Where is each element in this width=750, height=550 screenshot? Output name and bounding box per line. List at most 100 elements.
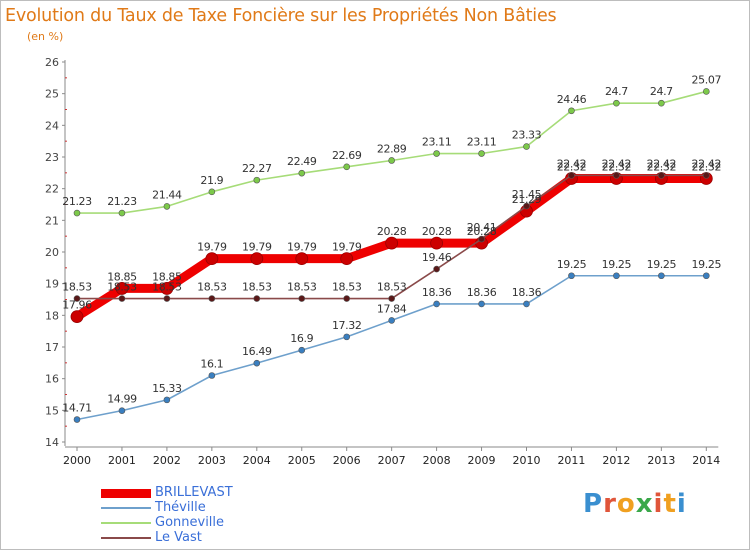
logo-letter: P bbox=[583, 489, 604, 519]
data-point-le-vast bbox=[702, 172, 710, 179]
data-point-brillevast bbox=[70, 310, 84, 324]
y-tick-label: 25 bbox=[45, 88, 59, 101]
data-point-le-vast bbox=[73, 295, 81, 302]
data-label-th-ville: 15.33 bbox=[152, 382, 182, 395]
y-tick-label: 14 bbox=[45, 436, 59, 449]
data-label-brillevast: 20.28 bbox=[467, 225, 497, 238]
data-point-gonneville bbox=[568, 107, 575, 115]
data-label-le-vast: 22.42 bbox=[557, 157, 587, 170]
data-label-brillevast: 21.29 bbox=[512, 193, 542, 206]
data-label-le-vast: 18.53 bbox=[377, 281, 407, 294]
data-label-th-ville: 16.49 bbox=[242, 345, 272, 358]
data-label-brillevast: 20.28 bbox=[377, 225, 407, 238]
y-tick-label: 15 bbox=[45, 404, 59, 417]
x-tick-label: 2008 bbox=[423, 454, 451, 467]
legend-swatch-le-vast bbox=[101, 537, 151, 539]
data-label-le-vast: 18.53 bbox=[62, 281, 92, 294]
x-tick-label: 2000 bbox=[63, 454, 91, 467]
x-tick-label: 2004 bbox=[243, 454, 271, 467]
data-point-gonneville bbox=[343, 163, 351, 171]
data-label-gonneville: 21.23 bbox=[107, 195, 137, 208]
data-point-le-vast bbox=[343, 295, 351, 302]
data-label-brillevast: 18.85 bbox=[107, 270, 137, 283]
y-tick-label: 23 bbox=[45, 151, 59, 164]
data-point-le-vast bbox=[118, 295, 126, 302]
data-point-brillevast bbox=[430, 236, 444, 250]
data-label-brillevast: 19.79 bbox=[332, 241, 362, 254]
logo-letter: t bbox=[663, 489, 677, 519]
x-tick-label: 2009 bbox=[468, 454, 496, 467]
data-point-brillevast bbox=[250, 252, 264, 266]
data-label-brillevast: 22.32 bbox=[602, 161, 632, 174]
logo-letter: x bbox=[635, 489, 654, 519]
y-tick-label: 22 bbox=[45, 183, 59, 196]
data-label-brillevast: 17.96 bbox=[62, 299, 92, 312]
data-point-le-vast bbox=[433, 265, 440, 273]
data-label-th-ville: 14.99 bbox=[107, 393, 137, 406]
data-point-brillevast bbox=[295, 252, 309, 266]
data-label-gonneville: 23.33 bbox=[512, 129, 542, 142]
data-point-th-ville bbox=[478, 300, 485, 308]
data-point-th-ville bbox=[523, 300, 530, 308]
y-tick-label: 20 bbox=[45, 246, 59, 259]
data-point-brillevast bbox=[205, 252, 219, 266]
y-tick-label: 18 bbox=[45, 309, 59, 322]
data-label-brillevast: 22.32 bbox=[692, 161, 722, 174]
y-tick-label: 21 bbox=[45, 214, 59, 227]
data-label-brillevast: 20.28 bbox=[422, 225, 452, 238]
legend-label-gonneville: Gonneville bbox=[155, 515, 225, 530]
data-label-le-vast: 18.53 bbox=[152, 281, 182, 294]
data-label-gonneville: 24.46 bbox=[557, 93, 587, 106]
data-label-gonneville: 22.49 bbox=[287, 155, 317, 168]
data-point-gonneville bbox=[163, 203, 171, 210]
y-tick-label: 17 bbox=[45, 341, 59, 354]
data-point-gonneville bbox=[73, 209, 81, 217]
data-point-th-ville bbox=[433, 300, 440, 308]
proxiti-logo: Proxiti bbox=[583, 489, 687, 519]
data-label-th-ville: 19.25 bbox=[602, 258, 632, 271]
legend-swatch-gonneville bbox=[101, 522, 151, 524]
data-label-le-vast: 20.41 bbox=[467, 221, 497, 234]
data-point-brillevast bbox=[385, 236, 399, 250]
data-point-gonneville bbox=[478, 150, 485, 157]
data-point-th-ville bbox=[298, 346, 306, 354]
data-label-le-vast: 22.42 bbox=[647, 157, 677, 170]
data-point-th-ville bbox=[613, 272, 620, 280]
data-labels-layer: 21.23 21.23 21.44 21.9 22.27 22.49 22.69 22.89 2… bbox=[62, 73, 722, 414]
data-point-th-ville bbox=[118, 407, 126, 414]
data-point-gonneville bbox=[253, 176, 261, 184]
chart-title: Evolution du Taux de Taxe Foncière sur l… bbox=[5, 6, 557, 26]
logo-letter: i bbox=[653, 489, 664, 519]
y-tick-label: 24 bbox=[45, 119, 59, 132]
data-point-le-vast bbox=[568, 172, 575, 179]
data-point-th-ville bbox=[658, 272, 665, 280]
x-tick-label: 2013 bbox=[647, 454, 675, 467]
data-label-le-vast: 18.53 bbox=[242, 281, 272, 294]
data-label-gonneville: 23.11 bbox=[467, 136, 497, 149]
data-label-th-ville: 16.9 bbox=[290, 332, 313, 345]
data-point-gonneville bbox=[658, 99, 665, 107]
data-label-th-ville: 16.1 bbox=[200, 358, 223, 371]
logo-letter: r bbox=[603, 489, 617, 519]
logo-letter: i bbox=[676, 489, 687, 519]
x-tick-label: 2014 bbox=[692, 454, 720, 467]
data-label-le-vast: 18.53 bbox=[287, 281, 317, 294]
data-label-th-ville: 17.32 bbox=[332, 319, 362, 332]
legend-label-brillevast: BRILLEVAST bbox=[155, 485, 233, 500]
data-label-th-ville: 19.25 bbox=[692, 258, 722, 271]
data-label-gonneville: 23.11 bbox=[422, 136, 452, 149]
data-label-gonneville: 25.07 bbox=[692, 73, 722, 86]
data-point-brillevast bbox=[160, 282, 174, 295]
y-tick-label: 19 bbox=[45, 278, 59, 291]
data-point-th-ville bbox=[388, 317, 395, 324]
legend-swatch-th-ville bbox=[101, 507, 151, 509]
data-label-th-ville: 19.25 bbox=[647, 258, 677, 271]
data-label-gonneville: 22.89 bbox=[377, 142, 407, 155]
data-point-th-ville bbox=[73, 416, 81, 423]
data-label-gonneville: 22.27 bbox=[242, 162, 272, 175]
data-label-le-vast: 18.53 bbox=[107, 281, 137, 294]
data-label-le-vast: 21.45 bbox=[512, 188, 542, 201]
data-point-gonneville bbox=[118, 209, 126, 217]
